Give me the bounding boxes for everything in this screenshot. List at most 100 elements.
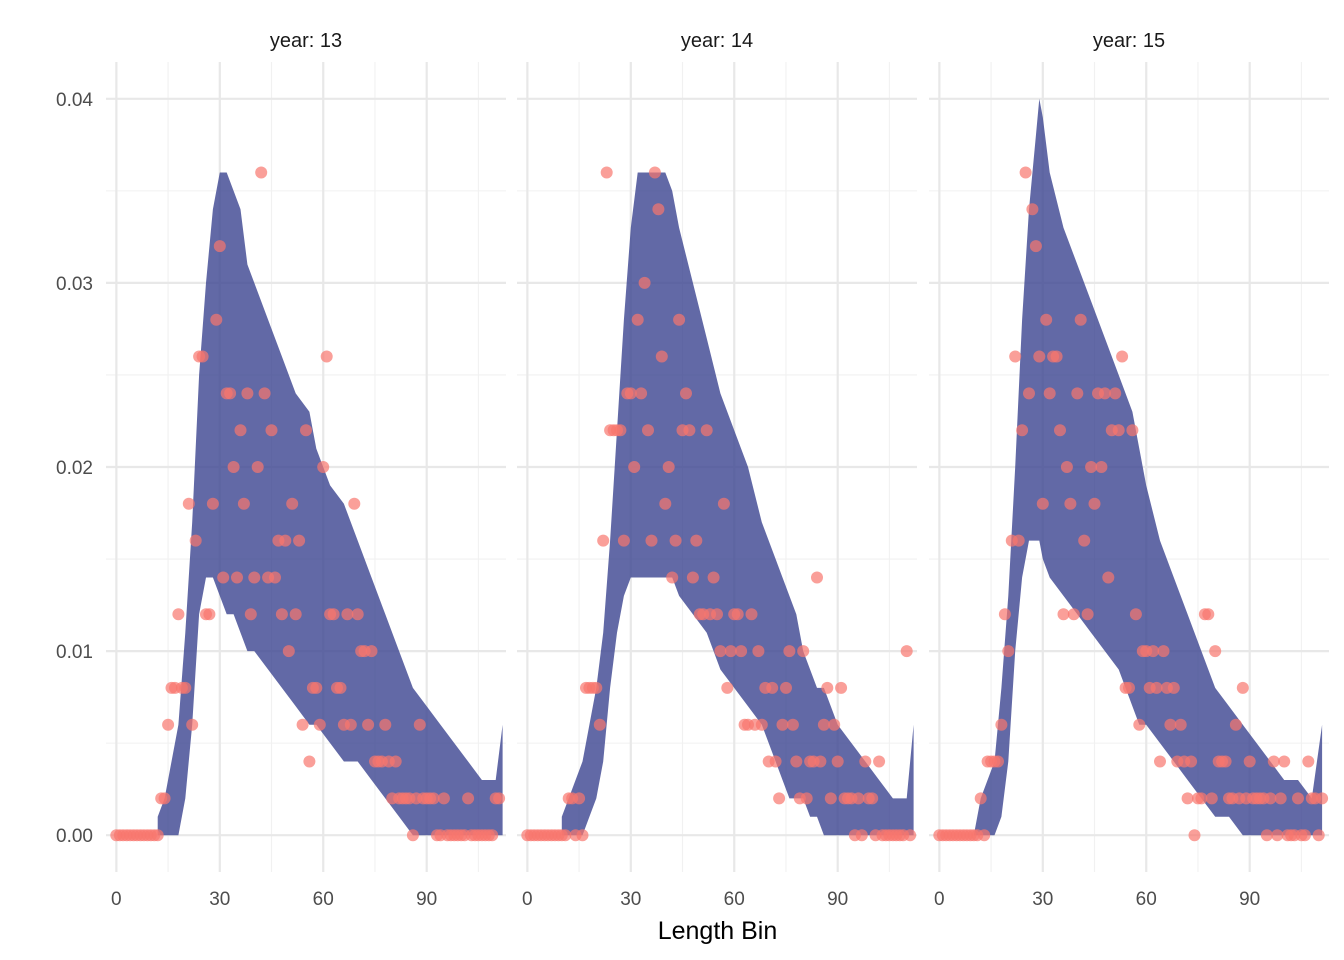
data-point: [158, 792, 171, 805]
data-point: [1026, 203, 1039, 216]
data-point: [351, 608, 364, 621]
data-point: [714, 645, 727, 658]
data-point: [852, 792, 865, 805]
data-point: [162, 718, 175, 731]
data-point: [289, 608, 302, 621]
x-axis-title: Length Bin: [658, 917, 778, 945]
data-point: [904, 829, 917, 842]
prediction-band: [561, 172, 914, 836]
data-point: [735, 645, 748, 658]
data-point: [237, 497, 250, 510]
data-point: [189, 534, 202, 547]
data-point: [576, 829, 589, 842]
data-point: [1202, 608, 1215, 621]
data-point: [711, 608, 723, 621]
data-point: [717, 497, 730, 510]
data-point: [286, 497, 299, 510]
data-point: [1209, 645, 1222, 658]
data-point: [1074, 313, 1087, 326]
data-point: [1298, 829, 1311, 842]
panel-strip-title: year: 15: [1093, 30, 1165, 52]
y-tick-label: 0.03: [56, 274, 93, 295]
x-tick-label: 60: [313, 889, 334, 910]
data-point: [731, 608, 744, 621]
data-point: [203, 608, 216, 621]
x-tick-label: 0: [934, 889, 945, 910]
data-point: [773, 792, 786, 805]
data-point: [642, 424, 654, 437]
data-point: [1147, 645, 1160, 658]
data-point: [1071, 387, 1084, 400]
data-point: [690, 534, 703, 547]
data-point: [1316, 792, 1329, 805]
panel-strip-title: year: 13: [270, 30, 342, 52]
data-point: [300, 424, 312, 437]
data-point: [493, 792, 506, 805]
data-point: [379, 718, 392, 731]
data-point: [241, 387, 254, 400]
data-point: [275, 608, 288, 621]
data-point: [573, 792, 586, 805]
data-point: [721, 681, 734, 694]
data-point: [231, 571, 243, 584]
data-point: [590, 681, 603, 694]
data-point: [669, 534, 682, 547]
data-point: [593, 718, 606, 731]
data-point: [196, 350, 209, 363]
data-point: [182, 497, 195, 510]
x-tick-label: 0: [111, 889, 122, 910]
data-point: [1116, 350, 1129, 363]
data-point: [673, 313, 686, 326]
data-point: [1188, 829, 1201, 842]
y-tick-label: 0.04: [56, 90, 93, 111]
data-point: [707, 571, 720, 584]
data-point: [486, 829, 499, 842]
data-point: [617, 534, 630, 547]
data-point: [700, 424, 713, 437]
data-point: [1154, 755, 1166, 768]
data-point: [334, 681, 347, 694]
data-point: [752, 645, 765, 658]
data-point: [1102, 571, 1115, 584]
data-point: [790, 755, 803, 768]
data-point: [780, 681, 792, 694]
data-point: [1085, 461, 1098, 473]
data-point: [645, 534, 658, 547]
data-point: [1260, 829, 1273, 842]
observed-points: [521, 166, 917, 842]
x-tick-label: 60: [724, 889, 745, 910]
x-tick-label: 30: [620, 889, 641, 910]
data-point: [344, 718, 357, 731]
data-point: [1174, 718, 1187, 731]
data-point: [1292, 792, 1304, 805]
data-point: [1054, 424, 1066, 437]
panel-grid: [929, 62, 1329, 872]
panel-2: year: 14 0 30 60 90: [517, 30, 917, 910]
data-point: [1029, 240, 1042, 253]
data-point: [755, 718, 768, 731]
data-point: [766, 681, 779, 694]
data-point: [244, 608, 257, 621]
data-point: [327, 608, 340, 621]
data-point: [1195, 792, 1208, 805]
data-point: [186, 718, 199, 731]
y-tick-label: 0.02: [56, 458, 93, 479]
data-point: [680, 387, 692, 400]
data-point: [745, 608, 758, 621]
data-point: [172, 608, 185, 621]
data-point: [1243, 755, 1256, 768]
data-point: [413, 718, 426, 731]
data-point: [1067, 608, 1080, 621]
data-point: [296, 718, 309, 731]
data-point: [1009, 350, 1022, 363]
data-point: [362, 718, 375, 731]
data-point: [814, 755, 827, 768]
x-tick-label: 30: [1032, 889, 1053, 910]
y-tick-label: 0.01: [56, 642, 93, 663]
data-point: [248, 571, 261, 584]
data-point: [683, 424, 696, 437]
data-point: [1302, 755, 1315, 768]
data-point: [279, 534, 292, 547]
data-point: [348, 497, 361, 510]
